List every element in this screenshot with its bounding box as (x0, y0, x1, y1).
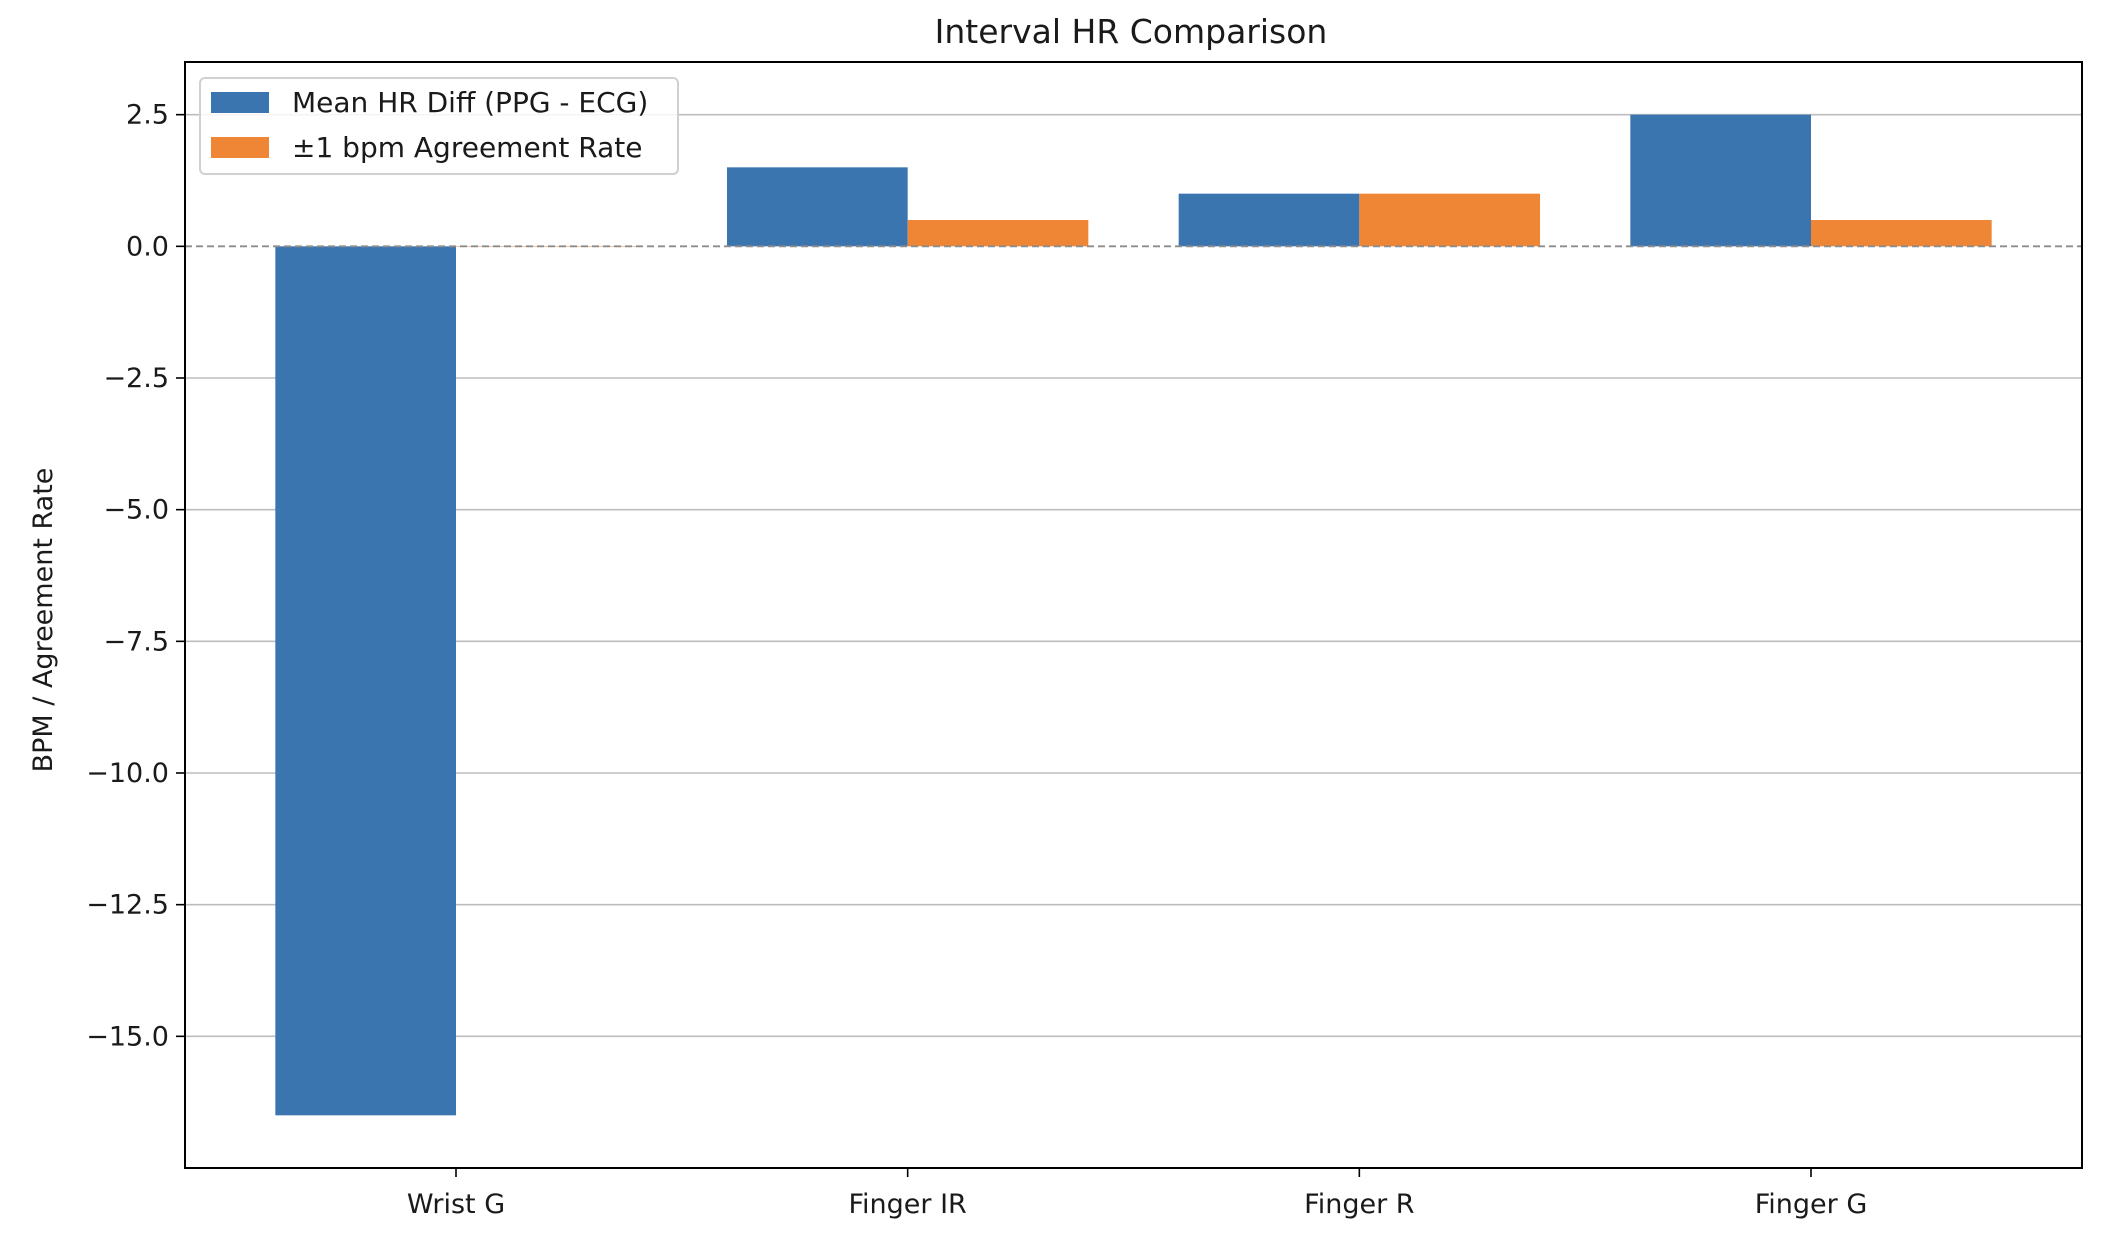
bar-finger-r-series-1 (1359, 193, 1540, 247)
legend-frame (199, 77, 679, 175)
bar-finger-g-series-1 (1811, 220, 1992, 247)
y-tick-label: −10.0 (86, 758, 169, 789)
legend: Mean HR Diff (PPG - ECG) ±1 bpm Agreemen… (199, 77, 679, 175)
bar-wrist-g-series-1 (456, 246, 637, 247)
y-axis-title: BPM / Agreement Rate (28, 468, 59, 773)
legend-label-agreement-rate: ±1 bpm Agreement Rate (292, 131, 643, 164)
bar-finger-ir-series-0 (727, 167, 908, 247)
y-tick-label: −2.5 (103, 363, 169, 394)
y-ticks: 2.5 0.0 −2.5 −5.0 −7.5 −10.0 −12.5 −15.0 (86, 100, 185, 1052)
bar-finger-g-series-0 (1630, 114, 1811, 247)
y-tick-label: 2.5 (126, 100, 169, 131)
x-tick-label: Finger R (1304, 1189, 1414, 1220)
y-tick-label: −12.5 (86, 890, 169, 921)
legend-swatch-mean-hr-diff (211, 92, 269, 113)
chart-title: Interval HR Comparison (935, 12, 1328, 51)
legend-label-mean-hr-diff: Mean HR Diff (PPG - ECG) (292, 86, 648, 119)
y-tick-label: −5.0 (103, 495, 169, 526)
series-0 (275, 114, 1811, 1116)
x-tick-label: Wrist G (407, 1189, 505, 1220)
y-tick-label: −15.0 (86, 1021, 169, 1052)
x-ticks: Wrist G Finger IR Finger R Finger G (407, 1168, 1867, 1220)
bar-finger-ir-series-1 (907, 220, 1089, 247)
x-tick-label: Finger G (1755, 1189, 1868, 1220)
plot-frame (184, 61, 2083, 1169)
legend-swatch-agreement-rate (211, 137, 269, 158)
bar-finger-r-series-0 (1178, 193, 1360, 247)
y-tick-label: 0.0 (126, 231, 169, 262)
series-1 (456, 193, 1992, 247)
bar-wrist-g-series-0 (275, 246, 456, 1116)
bars (275, 114, 1992, 1116)
y-tick-label: −7.5 (103, 626, 169, 657)
x-tick-label: Finger IR (848, 1189, 966, 1220)
